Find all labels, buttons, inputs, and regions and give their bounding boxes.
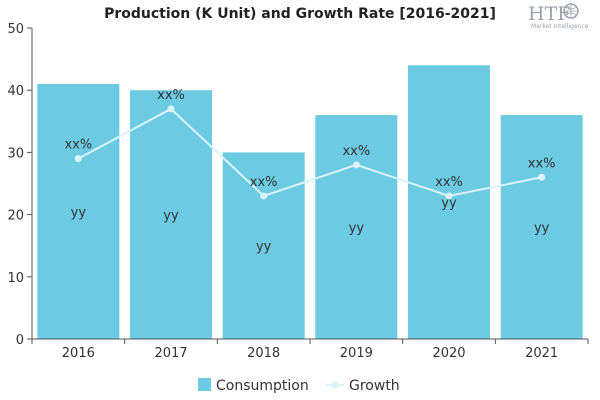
growth-point-2016 <box>74 155 82 163</box>
growth-point-2020 <box>445 192 453 200</box>
bar-data-label: yy <box>163 209 179 224</box>
growth-data-label: xx% <box>342 144 370 159</box>
y-tick-label: 40 <box>7 84 24 99</box>
x-tick-label: 2021 <box>525 346 558 361</box>
bar-2018 <box>222 152 305 339</box>
watermark-logo: HTF Market Intelligence <box>528 3 589 30</box>
consumption-data-labels: yy yy yy yy yy yy <box>71 196 550 255</box>
y-tick-label: 50 <box>7 22 24 37</box>
y-axis: 0 10 20 30 40 50 <box>7 22 33 348</box>
bar-data-label: yy <box>349 221 365 236</box>
bar-2016 <box>37 83 120 339</box>
x-tick-label: 2018 <box>247 346 280 361</box>
x-tick-label: 2020 <box>432 346 465 361</box>
watermark-logo-text: HTF <box>528 3 570 25</box>
chart-title: Production (K Unit) and Growth Rate [201… <box>104 6 496 22</box>
growth-data-label: xx% <box>435 175 463 190</box>
bar-data-label: yy <box>534 221 550 236</box>
bar-data-label: yy <box>256 240 272 255</box>
growth-point-2018 <box>260 192 268 200</box>
growth-point-2021 <box>538 173 546 181</box>
y-tick-label: 10 <box>7 271 24 286</box>
growth-point-2019 <box>352 161 360 169</box>
watermark-logo-subtext: Market Intelligence <box>531 23 589 30</box>
bar-2017 <box>130 90 212 339</box>
legend-marker-growth <box>331 381 339 389</box>
x-tick-label: 2019 <box>340 346 373 361</box>
bar-2021 <box>500 115 583 339</box>
bar-2020 <box>408 65 490 339</box>
x-axis: 2016 2017 2018 2019 2020 2021 <box>31 338 589 361</box>
y-tick-label: 0 <box>16 333 24 348</box>
growth-line <box>77 107 542 198</box>
legend: Consumption Growth <box>198 378 400 394</box>
x-tick-label: 2017 <box>154 346 187 361</box>
legend-label-consumption: Consumption <box>216 378 309 394</box>
x-tick-label: 2016 <box>62 346 95 361</box>
bar-data-label: yy <box>71 205 87 220</box>
consumption-bars <box>37 65 583 339</box>
growth-data-label: xx% <box>250 175 278 190</box>
growth-data-label: xx% <box>157 88 185 103</box>
bar-2019 <box>315 115 398 339</box>
y-tick-label: 20 <box>7 209 24 224</box>
bar-data-label: yy <box>441 196 457 211</box>
legend-label-growth: Growth <box>349 378 400 394</box>
growth-data-label: xx% <box>528 156 556 171</box>
growth-point-2017 <box>167 105 175 113</box>
y-tick-label: 30 <box>7 146 24 161</box>
globe-lines-icon <box>564 4 578 18</box>
growth-series: xx% xx% xx% xx% xx% xx% <box>64 88 556 200</box>
growth-data-label: xx% <box>64 138 92 153</box>
legend-swatch-consumption <box>198 378 211 391</box>
